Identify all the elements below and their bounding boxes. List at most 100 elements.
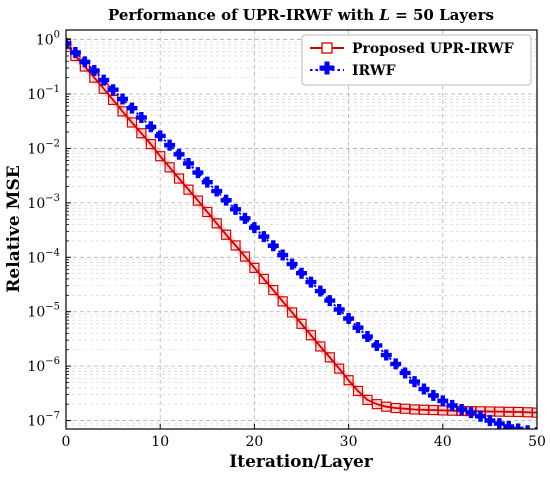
data-point: [418, 383, 430, 395]
data-point: [352, 385, 364, 397]
plot-frame: [65, 29, 538, 430]
data-point: [182, 157, 194, 169]
data-point: [324, 295, 336, 307]
data-point: [155, 151, 166, 162]
data-point: [154, 130, 166, 142]
data-point: [258, 273, 269, 285]
legend-label-irwf: IRWF: [352, 63, 396, 79]
data-point: [286, 307, 298, 318]
data-point: [79, 56, 91, 68]
data-point: [465, 407, 477, 419]
data-point: [230, 240, 241, 251]
data-point: [183, 184, 194, 195]
y-tick-label: 100: [36, 30, 60, 49]
data-point: [164, 162, 175, 173]
data-point: [268, 284, 279, 296]
data-point: [474, 410, 486, 422]
data-point: [390, 358, 402, 370]
data-point: [164, 139, 176, 151]
x-tick-label: 20: [245, 434, 263, 450]
data-point: [201, 176, 213, 188]
legend-marker-square: [321, 42, 333, 54]
data-point: [211, 185, 223, 197]
data-point: [221, 229, 232, 240]
data-point: [249, 262, 260, 273]
data-point: [230, 203, 242, 215]
data-point: [192, 195, 203, 206]
data-point: [305, 276, 317, 288]
data-point: [69, 46, 81, 58]
data-point: [145, 121, 157, 133]
data-point: [343, 375, 354, 386]
data-point: [522, 425, 534, 429]
data-point: [202, 206, 213, 218]
data-point: [361, 331, 373, 343]
data-point: [126, 102, 138, 114]
legend-label-proposed: Proposed UPR-IRWF: [352, 41, 514, 57]
y-tick-label: 10−1: [27, 84, 60, 103]
data-point: [399, 367, 411, 379]
x-tick-label: 0: [62, 434, 71, 450]
y-tick-label: 10−7: [27, 411, 60, 430]
data-point: [409, 376, 421, 388]
x-tick-label: 40: [434, 434, 452, 450]
legend: Proposed UPR-IRWF IRWF: [301, 34, 532, 86]
y-tick-label: 10−4: [27, 247, 60, 266]
data-point: [173, 148, 185, 160]
data-point: [98, 74, 110, 86]
y-tick-label: 10−2: [27, 138, 60, 157]
data-point: [427, 389, 439, 401]
data-point: [107, 84, 119, 96]
y-tick-label: 10−3: [27, 193, 60, 212]
data-point: [493, 418, 505, 429]
data-point: [324, 352, 335, 363]
data-point: [239, 212, 251, 224]
data-point: [446, 399, 458, 411]
data-point: [512, 423, 524, 429]
data-point: [456, 403, 468, 415]
series-layer: [66, 37, 537, 429]
data-point: [267, 240, 279, 252]
series-line: [66, 42, 523, 429]
legend-marker-plus: [319, 61, 335, 75]
data-point: [126, 117, 138, 128]
y-tick-label: 10−5: [27, 302, 60, 321]
data-point: [117, 93, 129, 105]
data-point: [88, 65, 100, 77]
data-point: [248, 222, 260, 234]
grid: [65, 30, 538, 430]
data-point: [211, 218, 222, 229]
data-point: [117, 106, 128, 117]
data-point: [145, 139, 156, 150]
series-band: [66, 41, 537, 417]
data-point: [484, 415, 496, 427]
x-axis-label: Iteration/Layer: [229, 452, 373, 472]
data-point: [343, 313, 355, 325]
x-tick-label: 30: [340, 434, 358, 450]
data-point: [286, 258, 298, 270]
data-point: [296, 318, 307, 329]
data-point: [277, 296, 288, 307]
data-point: [220, 194, 232, 206]
data-point: [371, 339, 383, 351]
data-point: [314, 285, 326, 297]
data-point: [380, 349, 392, 361]
y-tick-label: 10−6: [27, 356, 60, 375]
data-point: [66, 37, 72, 49]
legend-entry-proposed: Proposed UPR-IRWF: [310, 41, 514, 57]
data-point: [305, 330, 317, 341]
y-axis-label: Relative MSE: [4, 165, 24, 292]
legend-entry-irwf: IRWF: [310, 61, 396, 79]
data-point: [135, 112, 147, 124]
data-point: [333, 303, 345, 315]
data-point: [258, 231, 270, 243]
data-point: [531, 407, 537, 418]
data-point: [437, 395, 449, 407]
series-line: [66, 42, 537, 414]
data-point: [239, 251, 251, 262]
data-point: [136, 128, 147, 139]
x-tick-label: 50: [528, 434, 546, 450]
data-point: [296, 267, 307, 279]
data-point: [334, 363, 345, 374]
